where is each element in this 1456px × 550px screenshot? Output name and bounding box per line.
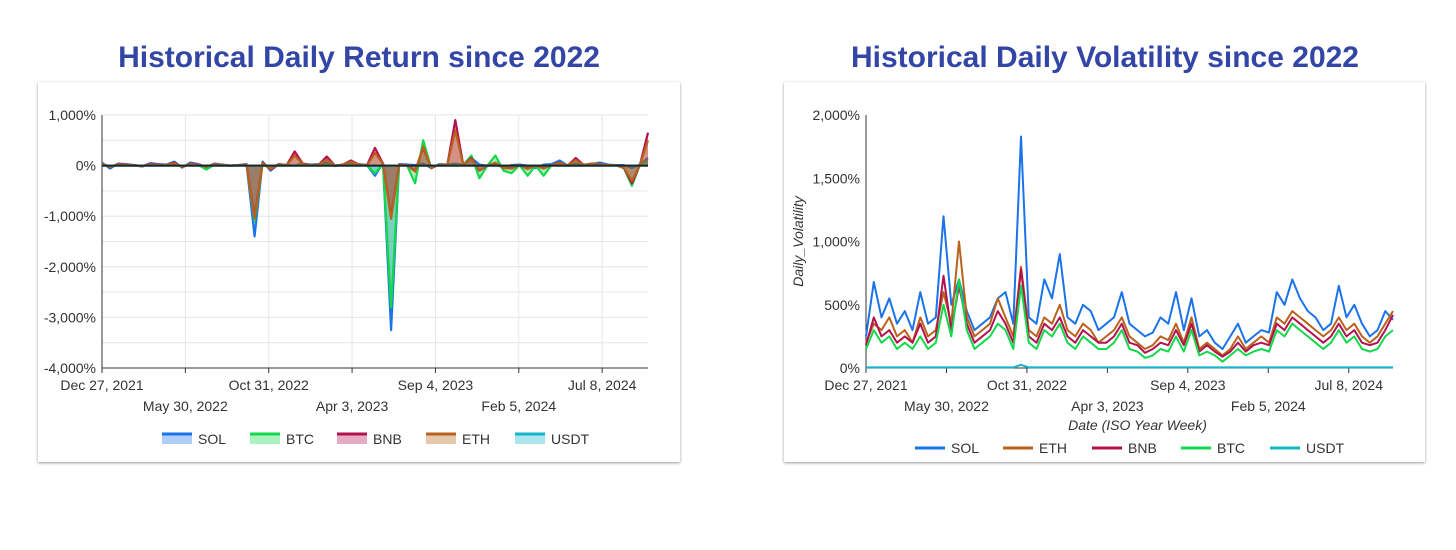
y-tick-label: -4,000% [44,360,96,376]
volatility-chart-svg: 2,000% 1,500% 1,000% 500% 0%Dec 27, 2021 May … [790,107,1394,456]
y-tick-label: 2,000% [813,107,860,123]
y-tick-label: 1,000% [49,107,96,123]
legend-label-eth: ETH [462,431,490,447]
x-tick-label: Jul 8, 2024 [568,377,637,393]
y-tick-label: -1,000% [44,208,96,224]
return-chart-title: Historical Daily Return since 2022 [118,41,600,74]
series-line-eth [101,129,650,220]
legend-label-eth: ETH [1039,440,1067,456]
legend-swatch-sol [162,434,192,444]
x-tick-label: Apr 3, 2023 [1071,398,1144,414]
x-tick-label: May 30, 2022 [904,398,989,414]
series-area-sol [102,158,648,331]
y-tick-label: 0% [840,360,860,376]
x-tick-label: Oct 31, 2022 [987,377,1067,393]
x-tick-label: Feb 5, 2024 [481,398,556,414]
volatility-chart-card: 2,000% 1,500% 1,000% 500% 0% Dec 27, 2021 May … [784,82,1425,462]
y-axis-title: Daily_Volatility [790,195,806,287]
series-line-btc [865,278,1394,363]
legend-label-sol: SOL [951,440,979,456]
series-line-sol [101,156,649,332]
x-tick-label: Dec 27, 2021 [60,377,143,393]
legend-label-btc: BTC [1217,440,1245,456]
x-tick-label: Oct 31, 2022 [229,377,309,393]
legend-label-btc: BTC [286,431,314,447]
y-tick-label: -3,000% [44,309,96,325]
y-tick-label: 1,500% [813,170,860,186]
legend-swatch-usdt [515,434,545,444]
legend-label-bnb: BNB [1128,440,1157,456]
volatility-chart-title: Historical Daily Volatility since 2022 [850,41,1359,74]
y-tick-label: 500% [824,297,860,313]
series-line-sol [865,135,1394,350]
x-tick-label: Feb 5, 2024 [1231,398,1306,414]
legend-label-usdt: USDT [1306,440,1345,456]
legend-swatch-eth [426,434,456,444]
y-tick-label: 0% [76,158,96,174]
x-tick-label: Sep 4, 2023 [398,377,474,393]
x-axis-title: Date (ISO Year Week) [1068,417,1207,433]
x-tick-label: Apr 3, 2023 [316,398,389,414]
x-tick-label: Sep 4, 2023 [1150,377,1226,393]
x-tick-label: Dec 27, 2021 [824,377,907,393]
return-chart-svg: 1,000% 0% -1,000% -2,000% -3,000% -4,000%Dec … [44,107,650,447]
return-chart-card: 1,000% 0% -1,000% -2,000% -3,000% -4,000% Dec … [38,82,680,462]
legend-label-sol: SOL [198,431,226,447]
legend-label-bnb: BNB [373,431,402,447]
series-line-usdt [866,363,1393,369]
x-tick-label: May 30, 2022 [143,398,228,414]
legend-swatch-btc [250,434,280,444]
series-line-eth [865,240,1394,357]
x-tick-label: Jul 8, 2024 [1314,377,1383,393]
y-tick-label: -2,000% [44,259,96,275]
legend-label-usdt: USDT [551,431,590,447]
y-tick-label: 1,000% [813,234,860,250]
legend-swatch-bnb [337,434,367,444]
